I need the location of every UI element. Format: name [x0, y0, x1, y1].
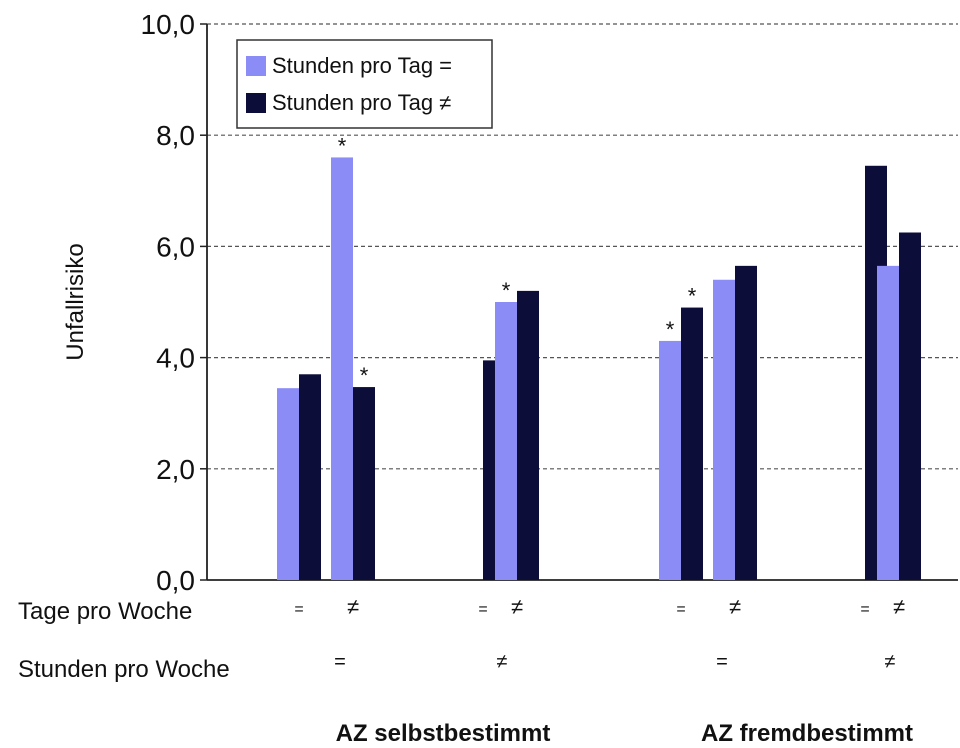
- bar-light: [877, 265, 899, 580]
- bar-dark: [353, 387, 375, 580]
- bar-dark: [517, 290, 539, 580]
- y-tick-label: 8,0: [156, 120, 195, 151]
- tage-symbol: =: [478, 601, 487, 618]
- bar-dark: [899, 232, 921, 580]
- bar-light: [659, 340, 681, 580]
- tage-symbol: =: [676, 601, 685, 618]
- tage-symbol: ≠: [729, 594, 741, 619]
- y-tick-label: 10,0: [141, 9, 196, 40]
- y-tick-label: 0,0: [156, 565, 195, 596]
- group-label: AZ fremdbestimmt: [701, 720, 913, 747]
- y-tick-label: 4,0: [156, 343, 195, 374]
- tage-symbol: ≠: [893, 594, 905, 619]
- bar-dark: [735, 265, 757, 580]
- significance-star: *: [666, 317, 675, 342]
- stunden-symbol: ≠: [497, 651, 508, 673]
- bar-light: [713, 279, 735, 580]
- legend-label-dark: Stunden pro Tag ≠: [272, 90, 451, 115]
- stunden-symbol: ≠: [885, 651, 896, 673]
- group-label: AZ selbstbestimmt: [336, 720, 551, 747]
- bar-light: [495, 302, 517, 580]
- bar-light: [331, 157, 353, 580]
- legend-swatch-dark: [246, 93, 266, 113]
- tage-symbol: ≠: [511, 594, 523, 619]
- row-label-tage: Tage pro Woche: [18, 598, 192, 625]
- bar-dark: [681, 307, 703, 580]
- legend-box: [236, 39, 493, 129]
- significance-star: *: [502, 278, 511, 303]
- legend-swatch-light: [246, 56, 266, 76]
- y-axis-label: Unfallrisiko: [62, 243, 89, 360]
- stunden-symbol: =: [334, 651, 346, 673]
- tage-symbol: =: [860, 601, 869, 618]
- y-tick-label: 2,0: [156, 454, 195, 485]
- bar-light: [277, 388, 299, 580]
- significance-star: *: [688, 284, 697, 309]
- stunden-symbol: =: [716, 651, 728, 673]
- legend-label-light: Stunden pro Tag =: [272, 53, 452, 78]
- significance-star: *: [338, 133, 347, 158]
- tage-symbol: ≠: [347, 594, 359, 619]
- row-label-stunden: Stunden pro Woche: [18, 656, 230, 683]
- bar-dark: [299, 374, 321, 580]
- significance-star: *: [360, 363, 369, 388]
- tage-symbol: =: [294, 601, 303, 618]
- y-tick-label: 6,0: [156, 231, 195, 262]
